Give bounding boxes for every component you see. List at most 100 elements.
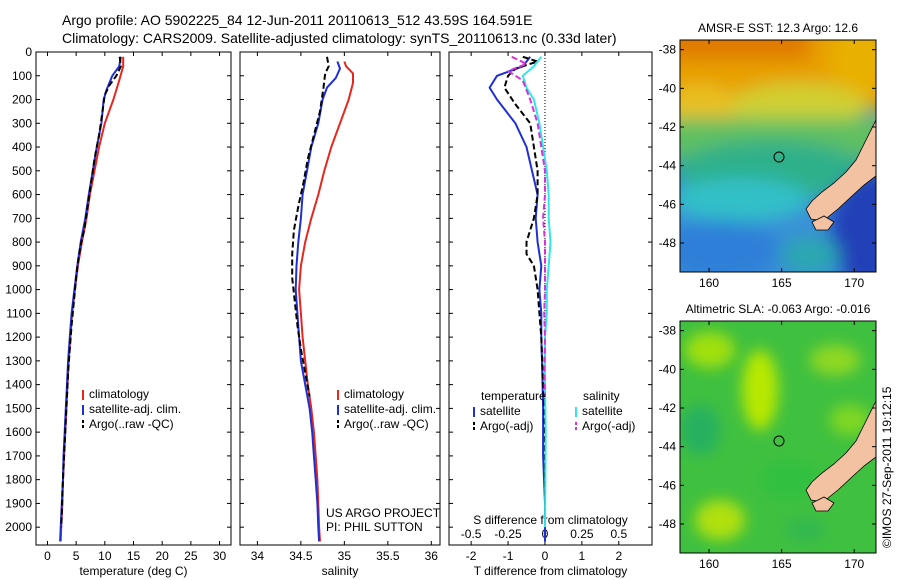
x-tick-label: 0 (542, 549, 549, 563)
x-tick-label: 25 (184, 549, 198, 563)
depth-tick-label: 1200 (5, 330, 32, 344)
temperature-x-axis-label: temperature (deg C) (79, 564, 187, 578)
x-tick-label: 35 (338, 549, 352, 563)
sst-argo-location-marker (773, 151, 785, 163)
sla-map-axes: -38 -40 -42 -44 -46 -48 160 165 170 (659, 321, 876, 571)
sla-argo-location-marker (773, 435, 785, 447)
differences-x-axis-label: T difference from climatology (474, 564, 628, 578)
salinity-series-1 (294, 61, 341, 542)
depth-tick-label: 2000 (5, 520, 32, 534)
temperature-panel: 0100200300400500600700800900100011001200… (5, 45, 232, 578)
pi-credit: PI: PHIL SUTTON (326, 520, 423, 534)
depth-tick-label: 600 (12, 188, 32, 202)
lat-tick-label: -44 (659, 159, 677, 173)
s-tick-label: -0.5 (461, 527, 482, 541)
differences-legend-label: satellite (582, 404, 623, 418)
lat-tick-label: -40 (659, 81, 677, 95)
depth-tick-label: 500 (12, 164, 32, 178)
differences-legend-label: Argo(-adj) (480, 419, 533, 433)
differences-series-2 (521, 56, 552, 528)
x-tick-label: 10 (98, 549, 112, 563)
lat-tick-label: -42 (659, 120, 677, 134)
sla-map-title: Altimetric SLA: -0.063 Argo: -0.016 (686, 302, 871, 316)
lat-tick-label: -48 (659, 517, 677, 531)
depth-tick-label: 300 (12, 116, 32, 130)
temperature-series-0 (59, 56, 125, 542)
lon-tick-label: 165 (772, 276, 792, 290)
lon-tick-label: 170 (844, 557, 864, 571)
x-tick-label: 15 (127, 549, 141, 563)
lon-tick-label: 165 (772, 557, 792, 571)
imos-timestamp: ©IMOS 27-Sep-2011 19:12:15 (880, 386, 894, 548)
salinity-panel: 34 34.5 35 35.5 36 salinity climatologysatelli… (239, 51, 441, 578)
x-tick-label: 5 (73, 549, 80, 563)
lat-tick-label: -40 (659, 362, 677, 376)
depth-tick-label: 800 (12, 235, 32, 249)
sst-map-axes: -38 -40 -42 -44 -46 -48 160 165 170 (659, 40, 876, 290)
salinity-legend-label: climatology (344, 387, 404, 401)
legend-title-salinity: salinity (583, 389, 620, 403)
depth-tick-label: 100 (12, 69, 32, 83)
legend-title-temperature: temperature (481, 389, 546, 403)
temperature-axes-frame (35, 51, 232, 546)
lon-tick-label: 160 (699, 276, 719, 290)
depth-tick-label: 0 (25, 45, 32, 59)
depth-tick-label: 400 (12, 140, 32, 154)
sla-field (680, 321, 876, 553)
x-tick-label: 35.5 (376, 549, 400, 563)
x-tick-label: -1 (503, 549, 514, 563)
x-tick-label: 1 (579, 549, 586, 563)
depth-tick-label: 1300 (5, 354, 32, 368)
depth-tick-label: 1700 (5, 449, 32, 463)
temperature-series-2 (60, 56, 122, 528)
depth-tick-label: 200 (12, 93, 32, 107)
differences-axes-frame (448, 51, 653, 546)
depth-tick-label: 1100 (6, 306, 32, 320)
differences-series-3 (507, 55, 546, 397)
depth-tick-label: 1400 (5, 378, 32, 392)
depth-tick-label: 900 (12, 259, 32, 273)
sla-map-panel: Altimetric SLA: -0.063 Argo: -0.016 -38-… (659, 302, 877, 571)
lon-tick-label: 170 (844, 276, 864, 290)
salinity-x-axis-label: salinity (322, 564, 359, 578)
new-zealand-landmass (805, 119, 876, 222)
lat-tick-label: -46 (659, 197, 677, 211)
depth-tick-label: 1900 (5, 496, 32, 510)
temperature-series-1 (59, 56, 122, 542)
x-tick-label: 0 (44, 549, 51, 563)
sst-map-title: AMSR-E SST: 12.3 Argo: 12.6 (698, 21, 858, 35)
s-tick-label: 0.5 (610, 527, 627, 541)
temperature-legend-label: climatology (89, 387, 149, 401)
depth-tick-label: 1000 (5, 283, 32, 297)
temperature-legend-label: Argo(..raw -QC) (89, 417, 174, 431)
x-tick-label: 30 (213, 549, 227, 563)
project-credit: US ARGO PROJECT (326, 506, 441, 520)
lat-tick-label: -46 (659, 478, 677, 492)
depth-tick-label: 1800 (5, 473, 32, 487)
lon-tick-label: 160 (699, 557, 719, 571)
depth-tick-label: 1500 (5, 401, 32, 415)
sst-field (680, 40, 876, 272)
x-tick-label: 20 (155, 549, 169, 563)
salinity-legend-label: Argo(..raw -QC) (344, 417, 429, 431)
differences-legend-label: Argo(-adj) (582, 419, 635, 433)
figure-title-line2: Climatology: CARS2009. Satellite-adjuste… (62, 30, 617, 46)
differences-series-0 (488, 56, 546, 542)
figure-title-line1: Argo profile: AO 5902225_84 12-Jun-2011 … (62, 12, 532, 28)
s-difference-axis-label: S difference from climatology (473, 513, 628, 527)
depth-tick-label: 700 (12, 211, 32, 225)
x-tick-label: 36 (425, 549, 439, 563)
sst-map-panel: AMSR-E SST: 12.3 Argo: 12.6 -38 -40 -42 -44… (659, 21, 877, 290)
temperature-legend-label: satellite-adj. clim. (89, 402, 181, 416)
salinity-series-0 (298, 61, 354, 542)
lat-tick-label: -44 (659, 440, 677, 454)
s-tick-label: 0.25 (570, 527, 594, 541)
x-tick-label: 2 (615, 549, 622, 563)
x-tick-label: -2 (466, 549, 477, 563)
lat-tick-label: -38 (659, 43, 677, 57)
differences-panel: -2 -1 0 1 2T difference from climatology S di… (448, 51, 653, 578)
differences-series-1 (503, 55, 546, 528)
depth-tick-label: 1600 (5, 425, 32, 439)
salinity-axes-frame (239, 51, 441, 546)
